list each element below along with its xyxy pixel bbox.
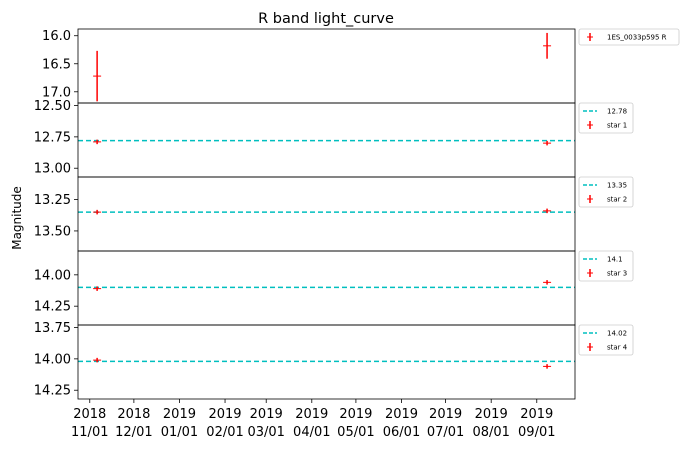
y-tick-label: 13.75 xyxy=(34,321,71,336)
panel-2: 12.50 12.75 13.00 12.78 star 1 xyxy=(34,99,634,178)
panel-1: 16.0 16.5 17.0 1ES_0033p595 R xyxy=(42,28,680,104)
y-tick-label: 13.00 xyxy=(34,162,71,177)
legend-reference-label: 14.1 xyxy=(607,256,623,264)
legend-1: 1ES_0033p595 R xyxy=(578,28,680,46)
legend-4: 14.1 star 3 xyxy=(578,250,634,282)
x-tick-label-date: 02/01 xyxy=(206,425,243,440)
x-tick-label-date: 03/01 xyxy=(247,425,284,440)
x-tick-label-date: 11/01 xyxy=(71,425,108,440)
x-tick-label-date: 07/01 xyxy=(427,425,464,440)
data-point-1-2 xyxy=(543,32,552,59)
panel-frame xyxy=(77,324,576,400)
y-tick-label: 17.0 xyxy=(42,85,71,100)
panel-frame xyxy=(77,176,576,252)
x-tick-label-year: 2019 xyxy=(163,407,196,422)
y-tick-label: 16.5 xyxy=(42,57,71,72)
x-tick-label-date: 08/01 xyxy=(472,425,509,440)
legend-series-label: star 2 xyxy=(607,196,627,204)
y-tick-label: 13.25 xyxy=(34,193,71,208)
panel-4: 14.00 14.25 14.1 star 3 xyxy=(34,250,634,326)
legend-reference-label: 13.35 xyxy=(607,182,627,190)
x-tick-label-year: 2019 xyxy=(208,407,241,422)
x-axis: 2018 11/01 2018 12/01 2019 01/01 2019 02/01 2019… xyxy=(71,399,556,440)
x-tick-label-year: 2018 xyxy=(73,407,106,422)
legend-3: 13.35 star 2 xyxy=(578,176,634,208)
data-point-3-1 xyxy=(93,209,102,215)
x-tick-label-year: 2019 xyxy=(385,407,418,422)
data-point-2-2 xyxy=(543,140,552,146)
y-tick-label: 16.0 xyxy=(42,29,71,44)
panel-frame xyxy=(77,28,576,104)
x-tick-label-year: 2019 xyxy=(475,407,508,422)
x-tick-label-year: 2019 xyxy=(250,407,283,422)
x-tick-label-date: 05/01 xyxy=(337,425,374,440)
panels-layer: 16.0 16.5 17.0 1ES_0033p595 R 12.50 12.75 13.0… xyxy=(34,28,680,400)
y-tick-label: 13.50 xyxy=(34,224,71,239)
y-tick-label: 14.00 xyxy=(34,352,71,367)
y-tick-label: 14.25 xyxy=(34,384,71,399)
x-tick-label-date: 04/01 xyxy=(293,425,330,440)
legend-5: 14.02 star 4 xyxy=(578,324,634,356)
data-point-5-1 xyxy=(93,357,102,363)
x-tick-label-year: 2018 xyxy=(117,407,150,422)
y-tick-label: 14.25 xyxy=(34,300,71,315)
data-point-2-1 xyxy=(93,139,102,145)
panel-3: 13.25 13.50 13.35 star 2 xyxy=(34,176,634,252)
y-tick-label: 12.50 xyxy=(34,99,71,114)
x-tick-label-date: 12/01 xyxy=(115,425,152,440)
data-point-1-1 xyxy=(93,50,102,102)
legend-series-label: 1ES_0033p595 R xyxy=(607,34,667,42)
y-tick-label: 12.75 xyxy=(34,130,71,145)
legend-reference-label: 12.78 xyxy=(607,108,627,116)
legend-series-label: star 3 xyxy=(607,270,627,278)
legend-series-label: star 4 xyxy=(607,344,628,352)
y-tick-label: 14.00 xyxy=(34,268,71,283)
x-tick-label-date: 01/01 xyxy=(161,425,198,440)
data-point-3-2 xyxy=(543,208,552,214)
chart-title: R band light_curve xyxy=(258,11,394,27)
legend-2: 12.78 star 1 xyxy=(578,102,634,134)
panel-5: 13.75 14.00 14.25 14.02 star 4 xyxy=(34,321,634,400)
x-tick-label-year: 2019 xyxy=(429,407,462,422)
data-point-4-2 xyxy=(543,280,552,285)
x-tick-label-year: 2019 xyxy=(339,407,372,422)
x-tick-label-date: 06/01 xyxy=(383,425,420,440)
x-tick-label-year: 2019 xyxy=(520,407,553,422)
y-axis-label: Magnitude xyxy=(10,186,24,250)
data-point-5-2 xyxy=(543,364,552,369)
x-tick-label-year: 2019 xyxy=(295,407,328,422)
legend-reference-label: 14.02 xyxy=(607,330,627,338)
data-point-4-1 xyxy=(93,286,102,291)
legend-series-label: star 1 xyxy=(607,122,627,130)
x-tick-label-date: 09/01 xyxy=(518,425,555,440)
